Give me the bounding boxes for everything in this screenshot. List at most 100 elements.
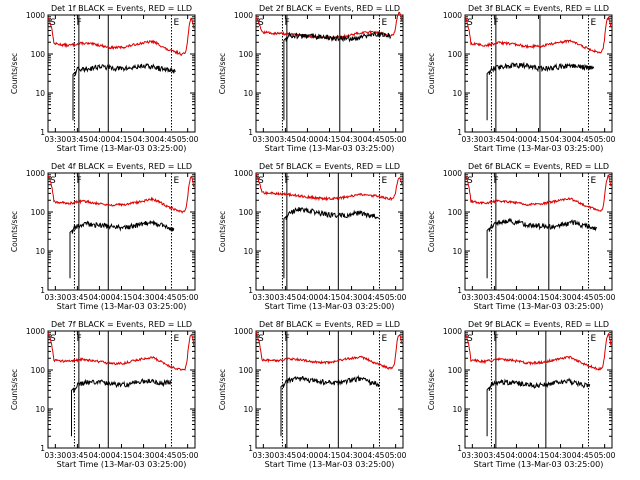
y-tick-label: 1000 — [443, 11, 462, 20]
x-tick-label: 05:00 — [177, 293, 199, 302]
events-series-line — [69, 219, 175, 279]
x-tick-label: 03:30 — [45, 293, 67, 302]
x-axis-label: Start Time (13-Mar-03 03:25:00) — [57, 144, 187, 153]
x-tick-label: 05:00 — [177, 135, 199, 144]
lld-series-line — [255, 173, 403, 202]
x-tick-label: 04:30 — [550, 135, 572, 144]
x-tick-label: 04:45 — [155, 293, 177, 302]
marker-label-S: S — [467, 176, 473, 186]
lld-series-line — [255, 331, 403, 370]
x-tick-label: 03:45 — [67, 135, 89, 144]
marker-label-E: E — [173, 176, 179, 186]
x-tick-label: 04:45 — [572, 293, 594, 302]
x-tick-label: 04:00 — [89, 451, 111, 460]
x-tick-label: 03:30 — [253, 135, 275, 144]
events-series-line — [486, 217, 598, 279]
y-tick-label: 1 — [248, 444, 253, 453]
marker-label-E: E — [590, 334, 596, 344]
lld-series-line — [255, 11, 403, 40]
x-tick-label: 04:00 — [506, 293, 528, 302]
panel-1f: 03:30 03:45 04:00 04:15 04:30 04:45 05:00 1 10 10… — [10, 4, 199, 153]
x-tick-label: 03:45 — [275, 135, 297, 144]
x-tick-label: 03:45 — [275, 293, 297, 302]
marker-label-S: S — [258, 176, 264, 186]
panel-6f: 03:30 03:45 04:00 04:15 04:30 04:45 05:00 1 10 10… — [427, 162, 616, 311]
marker-label-S: S — [467, 334, 473, 344]
x-tick-label: 03:45 — [275, 451, 297, 460]
y-axis-label: Counts/sec — [218, 369, 227, 410]
y-tick-label: 1 — [457, 286, 462, 295]
marker-label-E: E — [173, 18, 179, 28]
x-tick-label: 04:30 — [341, 451, 363, 460]
x-tick-label: 05:00 — [177, 451, 199, 460]
x-tick-label: 04:15 — [528, 293, 550, 302]
y-tick-label: 1000 — [26, 169, 45, 178]
x-tick-label: 04:45 — [363, 451, 385, 460]
x-axis-label: Start Time (13-Mar-03 03:25:00) — [474, 460, 604, 469]
x-tick-label: 04:45 — [572, 451, 594, 460]
x-tick-label: 05:00 — [594, 451, 616, 460]
x-tick-label: 04:45 — [363, 135, 385, 144]
marker-label-E: E — [381, 334, 387, 344]
x-tick-label: 04:00 — [506, 451, 528, 460]
x-tick-label: 04:30 — [133, 135, 155, 144]
y-tick-label: 100 — [239, 208, 254, 217]
y-tick-label: 1 — [40, 444, 45, 453]
x-tick-label: 04:30 — [550, 451, 572, 460]
x-tick-label: 04:00 — [506, 135, 528, 144]
plot-frame — [47, 14, 196, 133]
x-tick-label: 04:00 — [297, 293, 319, 302]
y-tick-label: 100 — [448, 208, 463, 217]
events-series-line — [71, 378, 172, 437]
marker-label-E: E — [173, 334, 179, 344]
y-tick-label: 1 — [248, 286, 253, 295]
marker-label-S: S — [258, 334, 264, 344]
y-tick-label: 10 — [452, 405, 462, 414]
x-tick-label: 03:30 — [462, 451, 484, 460]
x-axis-label: Start Time (13-Mar-03 03:25:00) — [265, 460, 395, 469]
panel-title: Det 3f BLACK = Events, RED = LLD — [468, 4, 609, 13]
marker-label-E: E — [381, 176, 387, 186]
x-tick-label: 04:15 — [111, 451, 133, 460]
events-series-line — [486, 377, 591, 437]
x-tick-label: 04:45 — [155, 451, 177, 460]
panel-title: Det 7f BLACK = Events, RED = LLD — [51, 320, 192, 329]
y-axis-label: Counts/sec — [427, 369, 436, 410]
y-tick-label: 100 — [448, 366, 463, 375]
events-series-line — [72, 62, 176, 121]
panel-title: Det 9f BLACK = Events, RED = LLD — [468, 320, 609, 329]
x-tick-label: 03:30 — [45, 451, 67, 460]
y-tick-label: 1000 — [234, 169, 253, 178]
x-axis-label: Start Time (13-Mar-03 03:25:00) — [57, 302, 187, 311]
x-tick-label: 04:30 — [550, 293, 572, 302]
x-tick-label: 05:00 — [385, 451, 407, 460]
marker-label-S: S — [50, 176, 56, 186]
x-tick-label: 04:45 — [155, 135, 177, 144]
y-axis-label: Counts/sec — [10, 211, 19, 252]
panel-5f: 03:30 03:45 04:00 04:15 04:30 04:45 05:00 1 10 10… — [218, 162, 407, 311]
x-tick-label: 04:15 — [528, 135, 550, 144]
plot-frame — [255, 172, 404, 291]
x-tick-label: 03:45 — [484, 135, 506, 144]
x-tick-label: 04:45 — [572, 135, 594, 144]
x-tick-label: 04:30 — [133, 451, 155, 460]
panel-7f: 03:30 03:45 04:00 04:15 04:30 04:45 05:00 1 10 10… — [10, 320, 199, 469]
marker-label-S: S — [467, 18, 473, 28]
panel-title: Det 4f BLACK = Events, RED = LLD — [51, 162, 192, 171]
panel-3f: 03:30 03:45 04:00 04:15 04:30 04:45 05:00 1 10 10… — [427, 4, 616, 153]
y-tick-label: 1000 — [26, 11, 45, 20]
x-tick-label: 04:00 — [297, 451, 319, 460]
x-tick-label: 04:15 — [319, 135, 341, 144]
x-axis-label: Start Time (13-Mar-03 03:25:00) — [57, 460, 187, 469]
x-tick-label: 04:30 — [133, 293, 155, 302]
y-tick-label: 10 — [452, 247, 462, 256]
y-axis-label: Counts/sec — [427, 211, 436, 252]
panel-2f: 03:30 03:45 04:00 04:15 04:30 04:45 05:00 1 10 10… — [218, 4, 407, 153]
x-tick-label: 03:30 — [253, 293, 275, 302]
y-tick-label: 1000 — [234, 327, 253, 336]
y-tick-label: 1000 — [26, 327, 45, 336]
y-tick-label: 100 — [239, 50, 254, 59]
y-tick-label: 10 — [35, 247, 45, 256]
panel-9f: 03:30 03:45 04:00 04:15 04:30 04:45 05:00 1 10 10… — [427, 320, 616, 469]
